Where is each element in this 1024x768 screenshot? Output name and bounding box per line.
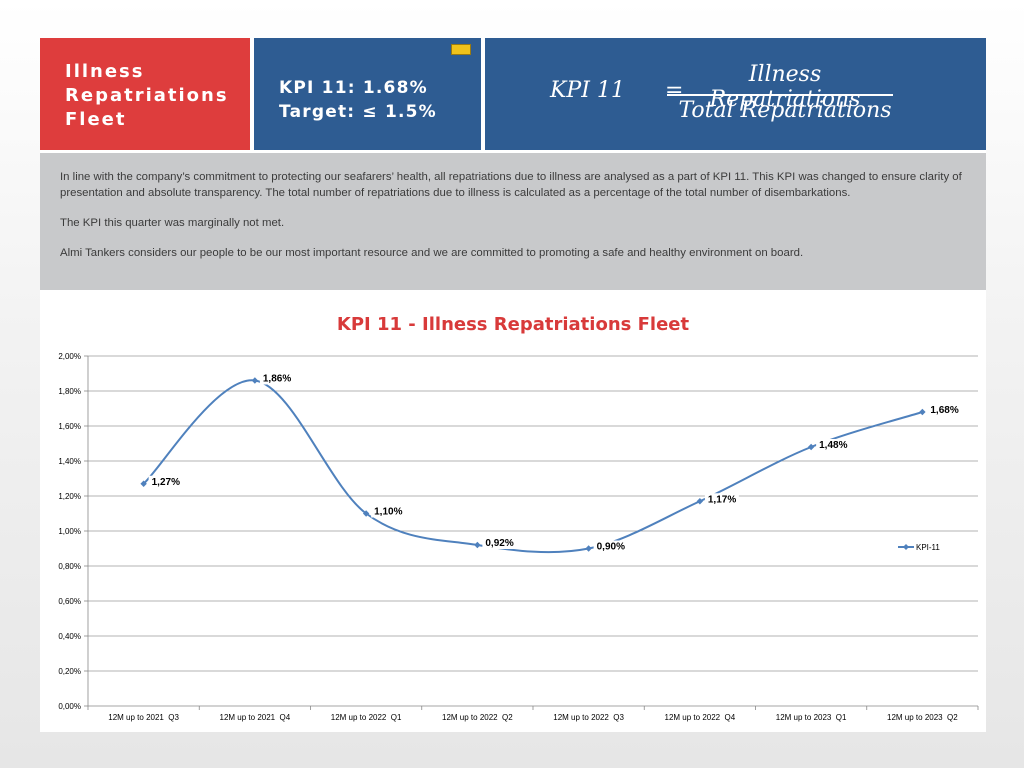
data-point[interactable]	[696, 498, 704, 505]
data-label: 1,48%	[819, 440, 847, 451]
chart-x-axis: 12M up to 2021 Q3 12M up to 2021 Q4 12M up…	[87, 706, 979, 722]
kpi-title-line-3: Fleet	[65, 109, 127, 130]
series-line	[142, 379, 923, 554]
data-label: 1,86%	[263, 374, 291, 385]
data-label: 0,92%	[485, 538, 513, 549]
description-paragraph-2: The KPI this quarter was marginally not …	[60, 217, 285, 229]
kpi-title-line-2: Repatriations	[65, 85, 229, 106]
y-tick-label: 0,80%	[58, 562, 81, 571]
formula-numerator: Illness Repatriations	[709, 62, 861, 112]
note-icon[interactable]	[451, 44, 471, 55]
x-tick-label: 12M up to 2023 Q1	[776, 713, 847, 722]
kpi-title-box: Illness Repatriations Fleet	[40, 38, 250, 150]
formula-lhs: KPI 11	[550, 78, 625, 103]
y-tick-label: 1,40%	[58, 457, 81, 466]
chart-y-axis: 0,00% 0,20% 0,40% 0,60% 0,80% 1,00% 1,20% 1,40%…	[58, 352, 89, 711]
legend-marker	[903, 544, 909, 550]
y-tick-label: 1,80%	[58, 387, 81, 396]
description-paragraph-1: In line with the company’s commitment to…	[60, 171, 962, 199]
chart-series: 1,27% 1,86% 1,10% 0,92% 0,90% 1,17% 1,48% 1,68%	[140, 372, 962, 554]
x-tick-label: 12M up to 2022 Q4	[665, 713, 736, 722]
y-tick-label: 1,20%	[58, 492, 81, 501]
data-point[interactable]	[807, 443, 815, 451]
kpi-panel: Illness Repatriations Fleet KPI 11: 1.68…	[40, 38, 986, 732]
data-label-background	[816, 439, 851, 451]
chart-legend: KPI-11	[898, 543, 940, 552]
data-label-background	[371, 505, 406, 518]
data-label: 0,90%	[597, 542, 625, 553]
x-tick-label: 12M up to 2021 Q3	[108, 713, 179, 722]
x-tick-label: 12M up to 2022 Q1	[331, 713, 402, 722]
kpi-formula-box: KPI 11 = Illness Repatriations Total Rep…	[485, 38, 986, 150]
chart-title: KPI 11 - Illness Repatriations Fleet	[336, 314, 690, 335]
x-tick-label: 12M up to 2022 Q2	[442, 713, 513, 722]
y-tick-label: 0,40%	[58, 632, 81, 641]
data-point[interactable]	[919, 408, 926, 416]
chart-gridlines	[88, 355, 978, 707]
kpi-description: In line with the company’s commitment to…	[40, 153, 986, 290]
data-label-background	[927, 404, 962, 416]
x-tick-label: 12M up to 2022 Q3	[553, 713, 624, 722]
formula-denominator: Total Repatriations	[678, 98, 892, 123]
formula-fraction-bar	[667, 94, 893, 96]
data-label: 1,27%	[152, 477, 180, 488]
data-label-background	[704, 493, 739, 506]
x-tick-label: 12M up to 2021 Q4	[220, 713, 291, 722]
kpi-target: Target: ≤ 1.5%	[279, 102, 437, 122]
data-label-background	[593, 540, 628, 553]
data-label-background	[482, 537, 517, 549]
data-label-background	[148, 475, 183, 488]
data-label: 1,10%	[374, 507, 402, 518]
legend-label: KPI-11	[916, 543, 940, 552]
kpi-line-chart: 0,00% 0,20% 0,40% 0,60% 0,80% 1,00% 1,20% 1,40%…	[58, 352, 979, 722]
data-point[interactable]	[474, 541, 481, 549]
y-tick-label: 0,00%	[58, 702, 81, 711]
data-point[interactable]	[362, 510, 370, 517]
y-tick-label: 1,00%	[58, 527, 81, 536]
description-paragraph-3: Almi Tankers considers our people to be …	[60, 247, 804, 259]
data-point[interactable]	[585, 545, 592, 552]
y-tick-label: 1,60%	[58, 422, 81, 431]
data-label: 1,68%	[930, 405, 958, 416]
x-tick-label: 12M up to 2023 Q2	[887, 713, 958, 722]
formula-equals: =	[665, 78, 684, 103]
data-label: 1,17%	[708, 494, 736, 505]
kpi-value: KPI 11: 1.68%	[279, 78, 428, 98]
y-tick-label: 2,00%	[58, 352, 81, 361]
kpi-title: Illness Repatriations Fleet	[65, 60, 245, 132]
data-point[interactable]	[251, 377, 259, 384]
kpi-title-line-1: Illness	[65, 61, 145, 82]
y-tick-label: 0,20%	[58, 667, 81, 676]
data-label-background	[259, 372, 294, 385]
y-tick-label: 0,60%	[58, 597, 81, 606]
kpi-value-box: KPI 11: 1.68% Target: ≤ 1.5%	[254, 38, 481, 150]
